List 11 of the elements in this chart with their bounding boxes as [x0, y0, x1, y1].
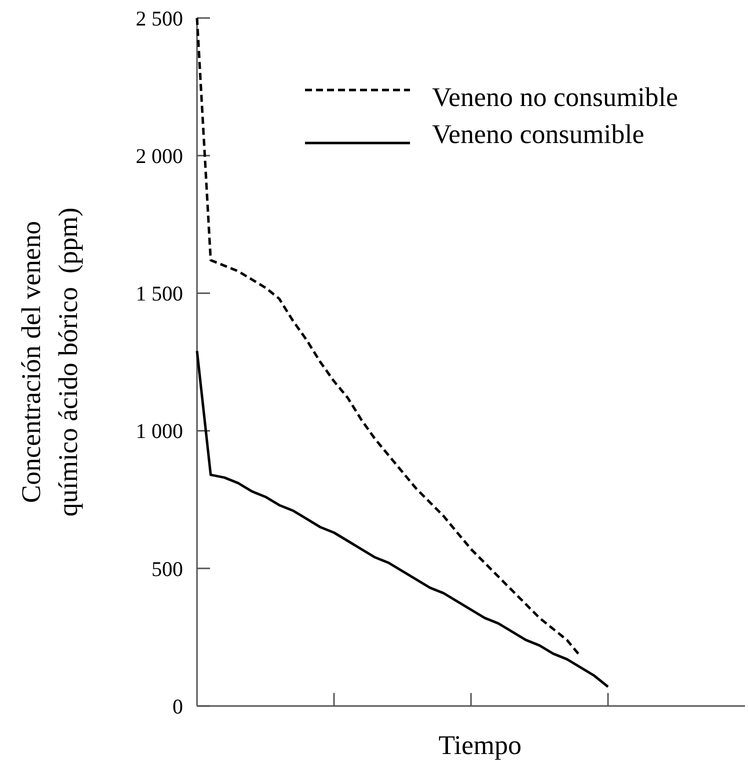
y-tick-label: 2 000 [136, 144, 183, 168]
y-tick-label: 0 [172, 694, 183, 718]
y-tick-label: 1 000 [136, 419, 183, 444]
line-series [196, 350, 610, 688]
y-tick-label: 2 500 [136, 6, 183, 30]
legend-label: Veneno consumible [432, 119, 644, 149]
y-axis-title: Concentración del veneno químico ácido bórico (ppm) [16, 208, 83, 516]
legend-label: Veneno no consumible [432, 82, 678, 112]
y-tick-label: 1 500 [136, 282, 183, 306]
y-tick-label: 500 [152, 556, 183, 581]
x-axis-title: Tiempo [438, 730, 522, 760]
